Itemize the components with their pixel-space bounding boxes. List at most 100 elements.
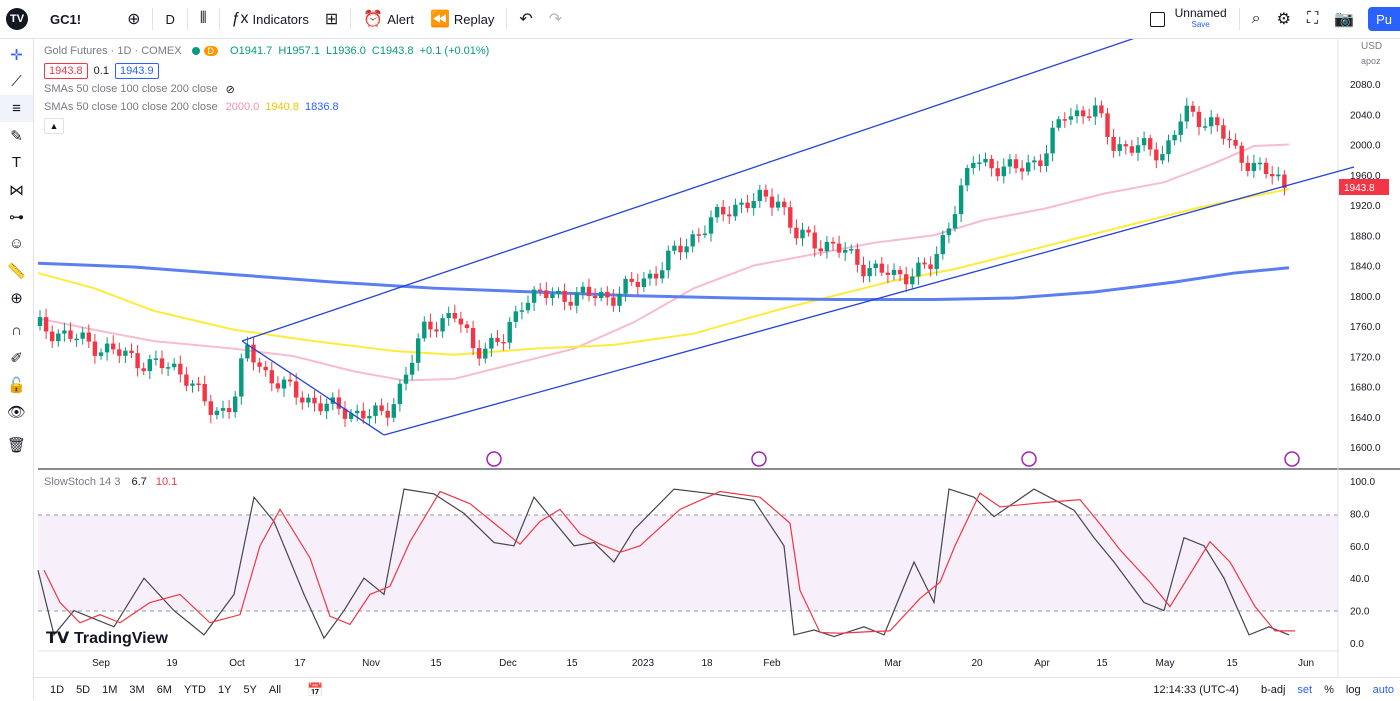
channel-left-edge[interactable] — [241, 340, 385, 436]
candle-body — [971, 162, 976, 169]
auto-scale-toggle[interactable]: auto — [1372, 683, 1394, 696]
candle-body — [1282, 174, 1287, 188]
event-marker-icon[interactable] — [486, 451, 502, 467]
divider — [1238, 8, 1240, 30]
redo-icon[interactable]: ↷ — [548, 11, 563, 28]
candle-body — [965, 168, 970, 186]
alert-button[interactable]: ⏰ Alert — [355, 0, 422, 38]
eye-hidden-icon[interactable]: ⊘ — [225, 83, 235, 96]
stoch-label[interactable]: SlowStoch 14 3 — [44, 476, 121, 488]
symbol-search-button[interactable]: GC1! — [50, 11, 82, 27]
range-1m[interactable]: 1M — [102, 683, 118, 696]
compare-add-icon[interactable]: ⊕ — [127, 11, 141, 28]
lock-drawing-icon[interactable]: ✐ — [10, 349, 23, 367]
price-tick-label: 1960.0 — [1350, 171, 1381, 182]
search-icon[interactable]: ⌕ — [1251, 10, 1261, 27]
undo-icon[interactable]: ↶ — [519, 11, 533, 28]
chart-type-candles-icon[interactable]: ⫴ — [199, 10, 207, 27]
camera-icon[interactable]: 📷 — [1334, 11, 1355, 28]
candle-body — [849, 249, 854, 251]
trend-line-icon[interactable]: ⟋ — [11, 73, 22, 90]
event-marker-icon[interactable] — [751, 451, 767, 467]
percent-scale-toggle[interactable]: % — [1324, 683, 1334, 696]
date-range-calendar-icon[interactable]: 📅 — [307, 681, 324, 697]
lock-icon[interactable]: 🔓 — [7, 376, 26, 394]
event-marker-icon[interactable] — [1284, 451, 1300, 467]
zoom-in-icon[interactable]: ⊕ — [10, 289, 23, 307]
clock-timezone[interactable]: 12:14:33 (UTC-4) — [1153, 683, 1239, 696]
candle-body — [379, 405, 384, 411]
settings-gear-icon[interactable]: ⚙ — [1276, 11, 1291, 28]
range-5y[interactable]: 5Y — [243, 683, 257, 696]
candle-body — [623, 278, 628, 294]
text-tool-icon[interactable]: T — [11, 154, 22, 171]
candle-body — [550, 293, 555, 299]
emoji-icon[interactable]: ☺ — [8, 235, 25, 252]
candle-body — [178, 363, 183, 375]
interval-button[interactable]: D — [165, 11, 175, 27]
candle-body — [788, 207, 793, 228]
candle-body — [172, 363, 177, 368]
sma-legend-label[interactable]: SMAs 50 close 100 close 200 close — [44, 83, 218, 95]
range-ytd[interactable]: YTD — [183, 683, 206, 696]
symbol-title[interactable]: Gold Futures · 1D · COMEX — [44, 45, 182, 57]
pattern-tool-icon[interactable]: ⋈ — [9, 181, 24, 199]
candle-body — [1001, 166, 1006, 177]
b-adj-toggle[interactable]: b-adj — [1260, 683, 1286, 696]
indicators-button[interactable]: ƒx Indicators — [224, 0, 317, 38]
eye-icon[interactable]: 👁 — [6, 403, 27, 421]
forecast-tool-icon[interactable]: ⊶ — [9, 208, 24, 226]
candle-body — [800, 229, 805, 239]
candle-body — [855, 249, 860, 265]
range-all[interactable]: All — [268, 683, 282, 696]
tradingview-logo[interactable]: TV — [6, 8, 28, 30]
magnet-icon[interactable]: ∩ — [11, 322, 22, 339]
candle-body — [775, 201, 781, 208]
brush-icon[interactable]: ✎ — [10, 127, 23, 145]
range-1y[interactable]: 1Y — [217, 683, 232, 696]
divider — [350, 8, 352, 30]
publish-button[interactable]: Pu — [1368, 7, 1400, 31]
fib-retracement-icon[interactable]: ≡ — [0, 95, 33, 122]
channel-upper-line[interactable] — [241, 39, 1144, 342]
parallel-channel-drawing[interactable] — [241, 39, 1355, 436]
fullscreen-icon[interactable]: ⛶ — [1306, 10, 1319, 27]
range-1d[interactable]: 1D — [50, 683, 65, 696]
candle-body — [348, 413, 354, 419]
replay-button[interactable]: ⏪ Replay — [422, 0, 502, 38]
bid-price[interactable]: 1943.8 — [44, 63, 88, 79]
tradingview-watermark: TradingView — [74, 630, 169, 647]
trash-icon[interactable]: 🗑 — [6, 436, 27, 454]
candle-body — [904, 274, 909, 285]
templates-icon[interactable]: ⊞ — [324, 11, 339, 28]
crosshair-icon[interactable]: ✛ — [10, 46, 23, 64]
candle-body — [946, 228, 952, 236]
candle-body — [599, 291, 604, 299]
divider — [218, 8, 220, 30]
layout-menu-button[interactable]: Unnamed Save — [1142, 0, 1235, 38]
collapse-legend-button[interactable]: ▲ — [44, 118, 64, 134]
range-3m[interactable]: 3M — [129, 683, 145, 696]
channel-lower-line[interactable] — [383, 166, 1355, 436]
candle-body — [867, 268, 872, 277]
log-scale-toggle[interactable]: log — [1345, 683, 1361, 696]
candle-body — [1172, 134, 1177, 141]
candle-body — [184, 374, 189, 386]
candle-body — [544, 290, 549, 299]
stoch-tick-label: 0.0 — [1350, 639, 1364, 650]
candle-body — [269, 370, 274, 384]
range-6m[interactable]: 6M — [156, 683, 172, 696]
time-tick-label: May — [1156, 658, 1175, 669]
sma-legend-label[interactable]: SMAs 50 close 100 close 200 close — [44, 101, 218, 113]
candle-body — [1105, 113, 1110, 137]
price-chart[interactable]: 2080.02040.02000.01960.01920.01880.01840… — [34, 39, 1400, 677]
currency-label[interactable]: USD — [1361, 41, 1383, 52]
settlement-toggle[interactable]: set — [1297, 683, 1313, 696]
candle-body — [922, 262, 927, 265]
ask-price[interactable]: 1943.9 — [114, 63, 159, 79]
candle-body — [1129, 146, 1135, 153]
candle-body — [794, 227, 799, 239]
range-5d[interactable]: 5D — [76, 683, 91, 696]
event-marker-icon[interactable] — [1021, 451, 1037, 467]
ruler-icon[interactable]: 📏 — [7, 262, 26, 280]
